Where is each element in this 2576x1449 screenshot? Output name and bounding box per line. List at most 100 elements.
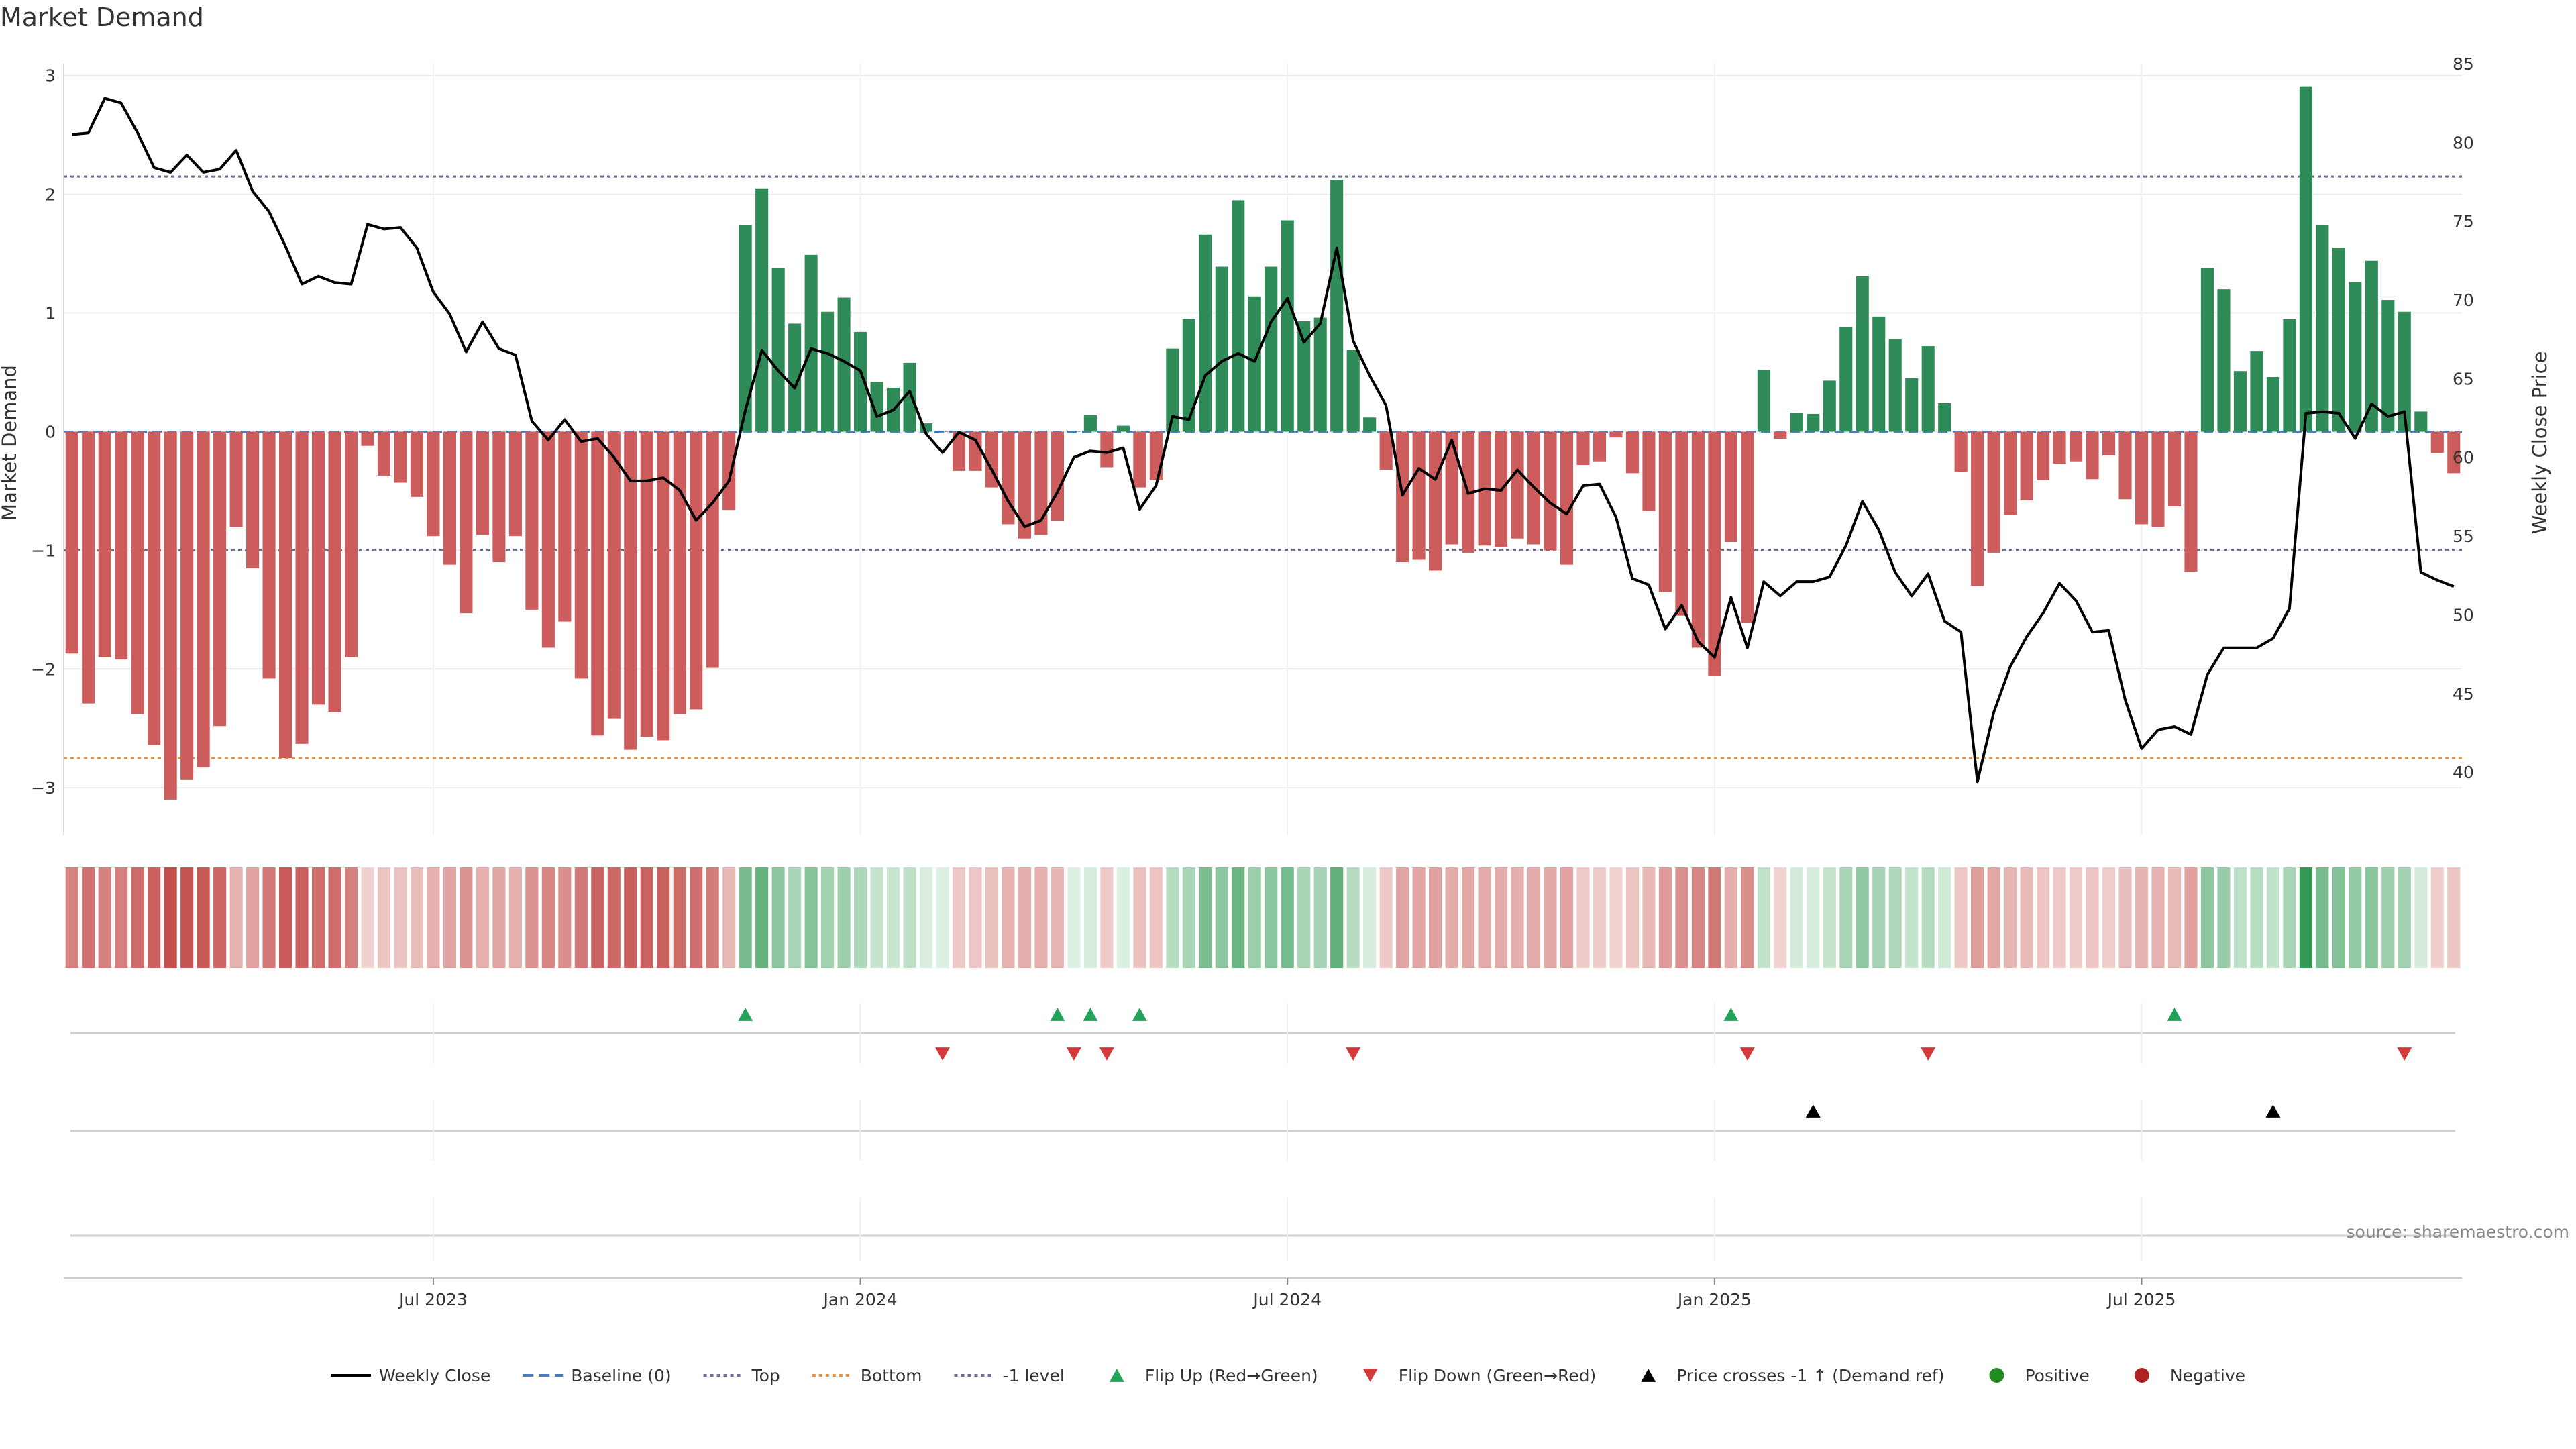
heat-cell (246, 867, 260, 968)
demand-bar (1116, 425, 1130, 432)
demand-bar (673, 431, 686, 714)
heat-cell (2217, 867, 2231, 968)
demand-bars (65, 86, 2461, 800)
demand-bar (1215, 266, 1228, 432)
heat-cell (1921, 867, 1935, 968)
demand-bar (1921, 346, 1935, 432)
heat-cell (690, 867, 703, 968)
demand-bar (1149, 431, 1163, 480)
heat-cell (607, 867, 621, 968)
heat-cell (197, 867, 210, 968)
heat-cell (2167, 867, 2182, 968)
demand-bar (1675, 431, 1688, 616)
chart-title: Market Demand (0, 3, 204, 32)
demand-bar (1888, 339, 1902, 432)
demand-bar (1954, 431, 1968, 472)
demand-bar (1609, 431, 1623, 438)
demand-bar (2102, 431, 2116, 455)
heat-cell (2086, 867, 2099, 968)
heat-cell (1412, 867, 1426, 968)
demand-bar (65, 431, 78, 654)
demand-bar (2020, 431, 2033, 501)
heat-cell (1757, 867, 1770, 968)
demand-bar (854, 331, 867, 432)
heat-cell (1724, 867, 1737, 968)
legend-item: Negative (2134, 1366, 2245, 1385)
heat-cell (361, 867, 374, 968)
heat-cell (1018, 867, 1031, 968)
heat-cell (1495, 867, 1508, 968)
demand-bar (246, 431, 260, 568)
legend-swatch (2134, 1368, 2149, 1383)
flip-down-marker (935, 1047, 951, 1061)
heat-cell (344, 867, 358, 968)
y-axis-label: Market Demand (0, 365, 21, 521)
demand-bar (2184, 431, 2198, 572)
heat-cell (1905, 867, 1919, 968)
flip-up-marker (1083, 1008, 1098, 1021)
heat-cell (771, 867, 785, 968)
demand-bar (1790, 413, 1803, 432)
heat-cell (541, 867, 555, 968)
heat-cell (1297, 867, 1311, 968)
legend-swatch (1362, 1368, 1378, 1382)
demand-bar (82, 431, 95, 704)
heat-cell (788, 867, 802, 968)
heat-cell (1313, 867, 1327, 968)
heat-cell (804, 867, 818, 968)
flip-up-marker (738, 1008, 753, 1021)
flip-down-marker (1739, 1047, 1755, 1061)
demand-bar (1429, 431, 1442, 571)
demand-bar (1265, 266, 1278, 432)
demand-bar (1757, 370, 1770, 432)
demand-bar (1741, 431, 1754, 623)
heat-cell (1363, 867, 1377, 968)
demand-bar (1083, 415, 1097, 432)
flip-up-marker (2167, 1008, 2182, 1021)
demand-bar (2037, 431, 2050, 480)
demand-bar (1987, 431, 2000, 553)
demand-bar (460, 431, 473, 614)
demand-bar (607, 431, 621, 719)
heat-cell (2398, 867, 2411, 968)
heat-cell (1051, 867, 1064, 968)
heat-cell (1215, 867, 1228, 968)
demand-bar (427, 431, 440, 537)
demand-bar (1905, 378, 1919, 432)
heat-cell (394, 867, 407, 968)
demand-bar (2365, 260, 2378, 432)
heat-cell (1839, 867, 1853, 968)
heat-cell (640, 867, 653, 968)
heat-cell (903, 867, 916, 968)
demand-bar (574, 431, 588, 679)
heat-cell (443, 867, 456, 968)
heat-cell (1593, 867, 1607, 968)
demand-bar (1856, 276, 1869, 432)
demand-bar (2086, 431, 2099, 480)
heat-cell (82, 867, 95, 968)
demand-bar (197, 431, 210, 768)
heat-cell (2332, 867, 2345, 968)
demand-bar (2381, 300, 2395, 432)
legend-label: Flip Down (Green→Red) (1399, 1366, 1597, 1385)
heat-cell (2037, 867, 2050, 968)
event-panels (70, 1003, 2455, 1261)
legend-swatch (1641, 1368, 1656, 1382)
demand-bar (180, 431, 194, 780)
demand-bar (229, 431, 243, 527)
flip-down-marker (1066, 1047, 1081, 1061)
heat-cell (624, 867, 637, 968)
demand-bar (1182, 319, 1195, 432)
y-tick-label: 2 (45, 185, 56, 205)
demand-bar (722, 431, 736, 511)
heat-cell (1445, 867, 1458, 968)
demand-bar (1330, 180, 1344, 432)
demand-bar (1724, 431, 1737, 542)
demand-bar (1100, 431, 1114, 468)
heat-cell (755, 867, 769, 968)
demand-bar (969, 431, 982, 471)
source-note: source: sharemaestro.com (2346, 1222, 2570, 1242)
legend-item: Top (703, 1366, 780, 1385)
demand-bar (1166, 348, 1179, 432)
